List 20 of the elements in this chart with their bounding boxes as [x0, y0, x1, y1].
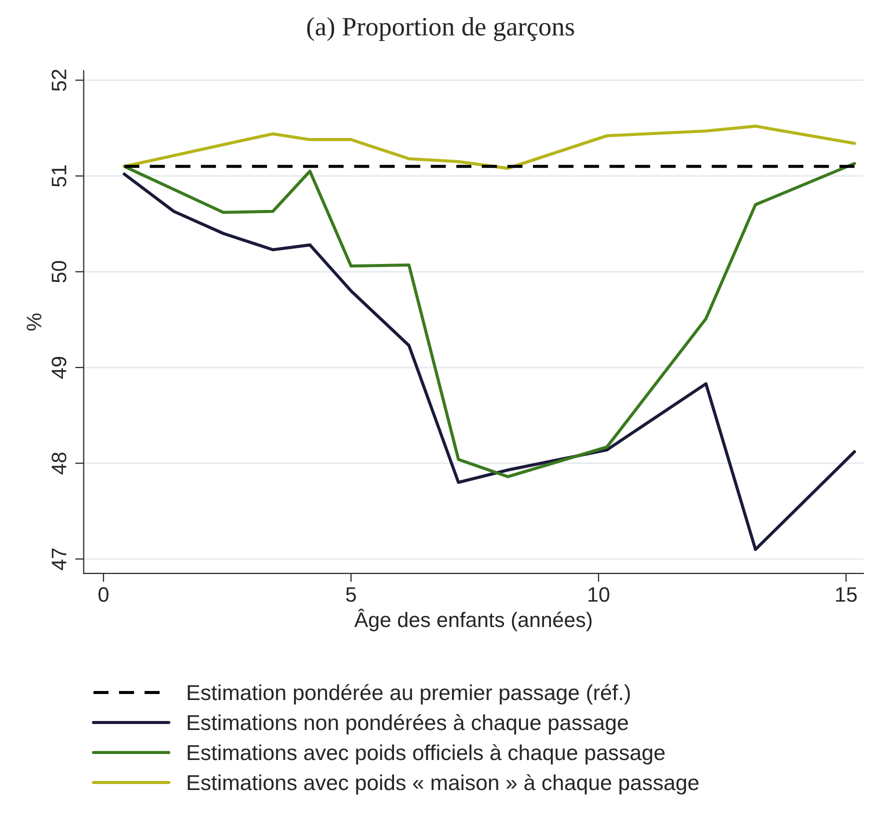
line-series — [122, 162, 856, 478]
legend-label: Estimations avec poids officiels à chaque passage — [188, 744, 665, 765]
legend-label: Estimations avec poids « maison » à chaque passage — [188, 774, 698, 795]
line-series — [122, 172, 856, 551]
x-tick-label: 15 — [836, 587, 857, 602]
y-tick-label: 51 — [52, 165, 66, 187]
y-tick-label: 49 — [52, 356, 66, 379]
y-tick-label: 52 — [52, 70, 66, 91]
y-tick-label: 50 — [52, 260, 66, 282]
x-axis-title: Âge des enfants (années) — [354, 608, 592, 632]
x-tick-label: 10 — [588, 587, 610, 602]
legend-label: Estimations non pondérées à chaque passage — [188, 714, 628, 735]
legend-label: Estimation pondérée au premier passage (réf.) — [188, 684, 630, 704]
line-series — [122, 124, 856, 170]
chart-title: (a) Proportion de garçons — [307, 17, 574, 42]
x-tick-label: 5 — [346, 587, 356, 602]
y-axis-title: % — [26, 313, 42, 331]
x-tick-label: 0 — [98, 587, 108, 602]
y-tick-label: 48 — [52, 452, 66, 474]
y-tick-label: 47 — [52, 548, 66, 570]
